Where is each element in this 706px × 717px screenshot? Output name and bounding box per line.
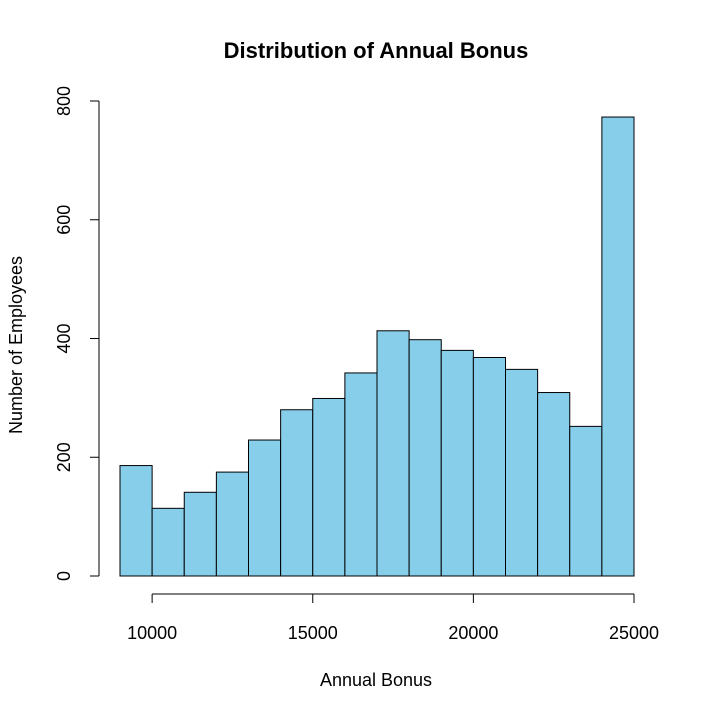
x-axis-label: Annual Bonus <box>320 670 432 690</box>
histogram-bar <box>183 491 217 577</box>
x-tick-label: 20000 <box>448 623 498 643</box>
histogram-bar <box>312 397 346 577</box>
y-tick-label: 600 <box>54 205 74 235</box>
x-axis: 10000 15000 20000 25000 <box>127 593 659 643</box>
histogram-bar <box>440 349 474 577</box>
y-axis: 0 200 400 600 800 <box>54 86 100 581</box>
histogram-bar <box>151 507 185 577</box>
histogram-bar <box>280 409 314 577</box>
y-tick-label: 800 <box>54 86 74 116</box>
x-tick-label: 15000 <box>288 623 338 643</box>
x-tick-label: 10000 <box>127 623 177 643</box>
histogram-bar <box>119 465 153 577</box>
y-axis-label: Number of Employees <box>6 256 26 434</box>
bars-group <box>119 116 635 577</box>
y-tick-label: 0 <box>54 571 74 581</box>
histogram-bar <box>472 357 506 577</box>
histogram-bar <box>601 116 635 577</box>
histogram-bar <box>537 392 571 577</box>
chart-title: Distribution of Annual Bonus <box>224 38 529 63</box>
histogram-bar <box>408 339 442 577</box>
y-tick-label: 400 <box>54 323 74 353</box>
histogram-bar <box>505 368 539 577</box>
histogram-bar <box>215 471 249 577</box>
histogram-bar <box>376 330 410 577</box>
y-tick-label: 200 <box>54 442 74 472</box>
histogram-bar <box>248 439 282 577</box>
histogram-bar <box>569 425 603 577</box>
x-tick-label: 25000 <box>609 623 659 643</box>
histogram-bar <box>344 372 378 577</box>
